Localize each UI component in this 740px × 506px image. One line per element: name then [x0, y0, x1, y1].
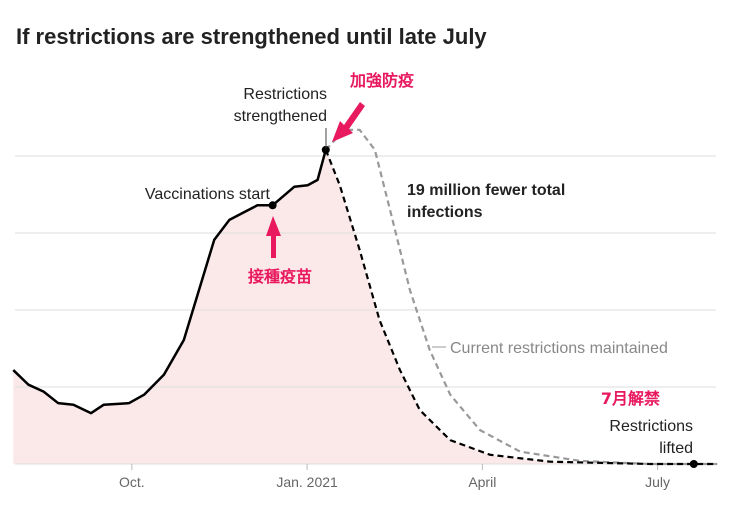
event-marker: [321, 145, 330, 154]
series-line: [324, 128, 718, 466]
area: [13, 149, 718, 464]
annotation: 接種疫苗: [248, 267, 312, 286]
legend-label: Current restrictions maintained: [450, 340, 668, 357]
event-marker: [268, 201, 277, 210]
series-line: [12, 149, 327, 415]
x-tick-label: April: [468, 474, 496, 490]
plot: Oct. Jan. 2021 April July: [12, 128, 718, 490]
annotation: 19 million fewer total: [407, 182, 565, 199]
arrow: [332, 102, 365, 142]
annotation: infections: [407, 204, 483, 221]
annotation: Restrictions: [243, 86, 327, 103]
series-line: [324, 149, 718, 466]
annotation: Restrictions: [609, 418, 693, 435]
x-tick-label: Jan. 2021: [276, 474, 338, 490]
event-marker: [689, 460, 698, 468]
annotation: lifted: [659, 440, 693, 457]
arrow: [266, 216, 281, 258]
annotation: strengthened: [234, 108, 327, 125]
annotation: 7月解禁: [601, 389, 660, 408]
x-tick-label: July: [645, 474, 670, 490]
annotation: 加強防疫: [349, 71, 414, 90]
x-tick-label: Oct.: [119, 474, 145, 490]
chart-title: If restrictions are strengthened until l…: [16, 24, 487, 49]
annotation: Vaccinations start: [145, 186, 271, 203]
